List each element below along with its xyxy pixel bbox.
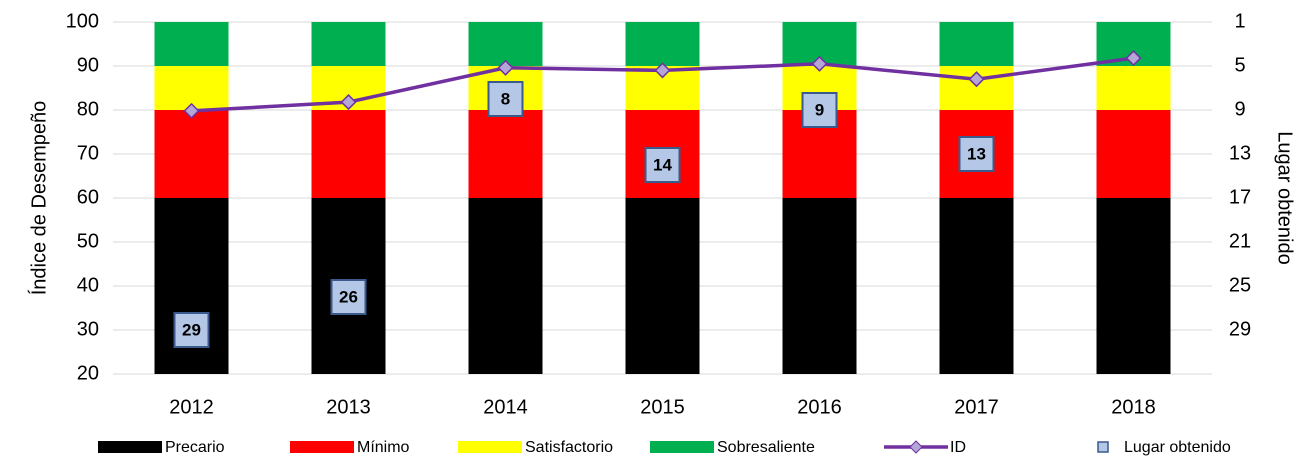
rank-marker: [487, 81, 524, 117]
bar-segment: [154, 22, 229, 66]
y2-tick-label: 21: [1229, 230, 1251, 252]
bar-segment: [154, 110, 229, 198]
legend-item: Mínimo: [290, 439, 410, 456]
bar-segment: [939, 198, 1014, 374]
legend-item: Sobresaliente: [650, 439, 815, 456]
id-marker: [654, 62, 671, 79]
y-tick-label: 70: [77, 142, 99, 164]
legend-swatch: [458, 441, 522, 453]
bar-segment: [1096, 110, 1171, 198]
id-marker: [183, 102, 200, 119]
x-tick-label: 2017: [954, 396, 999, 418]
y2-tick-label: 29: [1229, 318, 1251, 340]
y2-tick-label: 5: [1234, 54, 1245, 76]
y2-tick-label: 1: [1234, 10, 1245, 32]
y2-tick-label: 17: [1229, 186, 1251, 208]
y-tick-label: 100: [66, 10, 99, 32]
y2-tick-label: 25: [1229, 274, 1251, 296]
legend-swatch: [650, 441, 714, 453]
rank-marker: [801, 92, 838, 128]
legend-swatch: [909, 440, 923, 454]
legend-label: ID: [950, 439, 966, 456]
rank-marker: [173, 312, 210, 348]
rank-marker: [330, 279, 367, 315]
rank-marker: [958, 136, 995, 172]
legend-label: Mínimo: [357, 439, 410, 456]
y-tick-label: 30: [77, 318, 99, 340]
legend-item: Precario: [98, 439, 225, 456]
x-tick-label: 2014: [483, 396, 528, 418]
y-tick-label: 90: [77, 54, 99, 76]
legend-item: Lugar obtenido: [1097, 439, 1231, 456]
rank-label: 14: [653, 155, 672, 174]
legend-label: Lugar obtenido: [1124, 439, 1231, 456]
y-tick-label: 40: [77, 274, 99, 296]
rank-label: 29: [182, 320, 201, 339]
id-marker: [1125, 50, 1142, 67]
x-tick-label: 2016: [797, 396, 842, 418]
bar-segment: [311, 110, 386, 198]
bar-segment: [625, 198, 700, 374]
id-marker: [811, 55, 828, 72]
legend-label: Precario: [165, 439, 225, 456]
bar-segment: [311, 22, 386, 66]
legend-swatch: [98, 441, 162, 453]
y-axis-title: Índice de Desempeño: [27, 101, 50, 296]
x-tick-label: 2018: [1111, 396, 1156, 418]
bar-segment: [939, 22, 1014, 66]
y-tick-label: 80: [77, 98, 99, 120]
y2-tick-label: 9: [1234, 98, 1245, 120]
bar-segment: [625, 22, 700, 66]
bar-segment: [1096, 198, 1171, 374]
rank-label: 26: [339, 287, 358, 306]
y-tick-label: 20: [77, 362, 99, 384]
bar-segment: [468, 198, 543, 374]
bar-segment: [468, 22, 543, 66]
bar-segment: [468, 110, 543, 198]
bar-segment: [1096, 66, 1171, 110]
x-tick-label: 2015: [640, 396, 685, 418]
id-marker: [340, 94, 357, 111]
legend-item: Satisfactorio: [458, 439, 613, 456]
y-tick-label: 60: [77, 186, 99, 208]
legend-label: Sobresaliente: [717, 439, 815, 456]
legend-item: ID: [884, 439, 966, 456]
y2-axis-title: Lugar obtenido: [1274, 131, 1296, 264]
rank-label: 9: [815, 100, 824, 119]
legend-swatch: [1097, 441, 1109, 453]
x-tick-label: 2013: [326, 396, 371, 418]
bar-segment: [782, 198, 857, 374]
legend-label: Satisfactorio: [525, 439, 613, 456]
y-tick-label: 50: [77, 230, 99, 252]
x-tick-label: 2012: [169, 396, 214, 418]
bar-segment: [154, 66, 229, 110]
rank-label: 13: [967, 144, 986, 163]
legend-swatch: [290, 441, 354, 453]
id-marker: [968, 71, 985, 88]
rank-marker: [644, 147, 681, 183]
rank-label: 8: [501, 89, 510, 108]
y2-tick-label: 13: [1229, 142, 1251, 164]
id-marker: [497, 59, 514, 76]
